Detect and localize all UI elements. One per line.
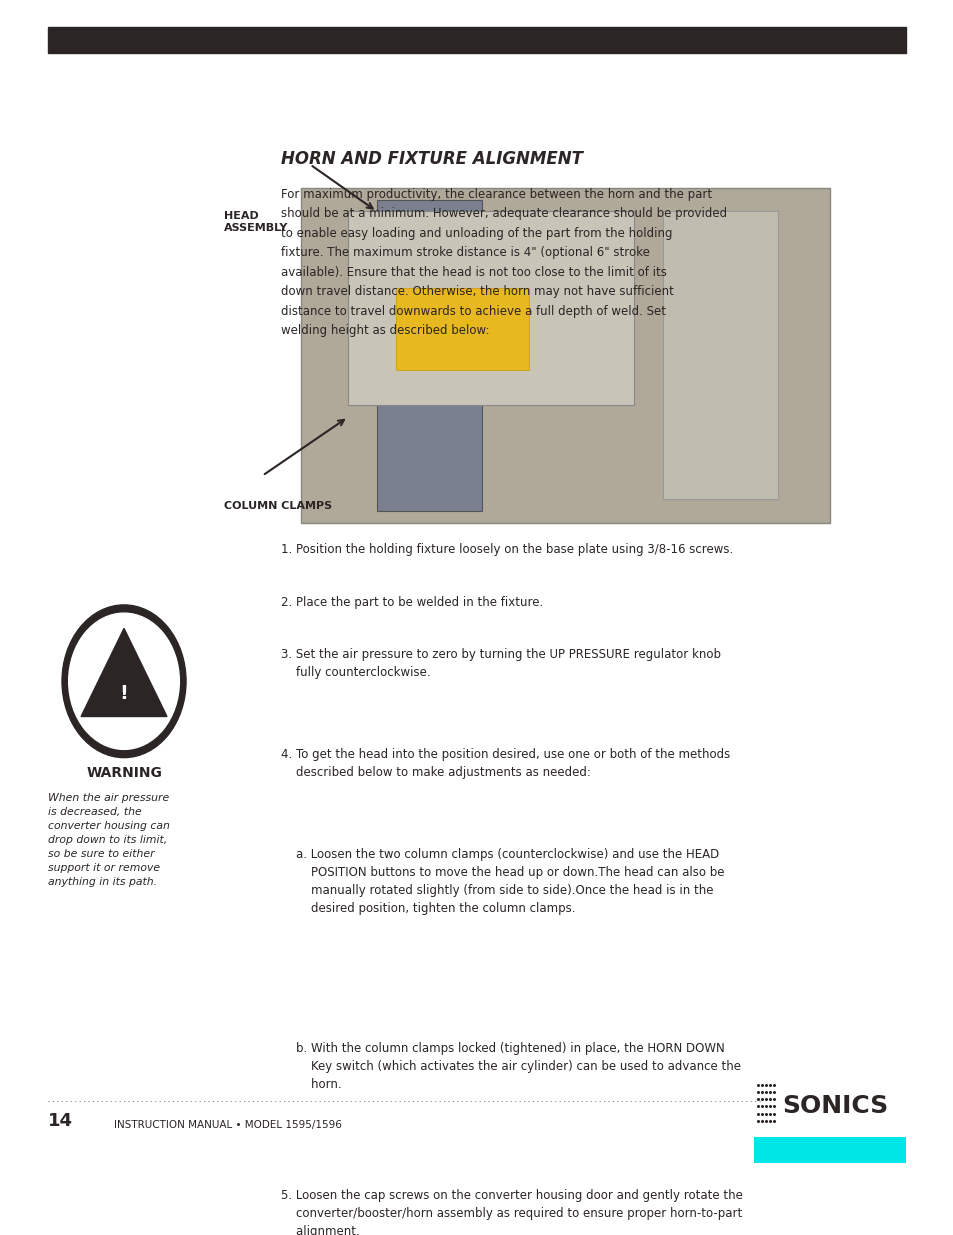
Bar bbox=[300, 188, 829, 522]
Text: 5. Loosen the cap screws on the converter housing door and gently rotate the
   : 5. Loosen the cap screws on the converte… bbox=[281, 1188, 742, 1235]
Bar bbox=[376, 200, 481, 511]
Text: HEAD
ASSEMBLY: HEAD ASSEMBLY bbox=[224, 211, 288, 233]
Text: When the air pressure
is decreased, the
converter housing can
drop down to its l: When the air pressure is decreased, the … bbox=[48, 793, 170, 887]
Bar bbox=[348, 211, 634, 405]
Text: HORN AND FIXTURE ALIGNMENT: HORN AND FIXTURE ALIGNMENT bbox=[281, 151, 583, 168]
Bar bbox=[48, 27, 905, 53]
Text: 2. Place the part to be welded in the fixture.: 2. Place the part to be welded in the fi… bbox=[281, 595, 543, 609]
Text: b. With the column clamps locked (tightened) in place, the HORN DOWN
        Key: b. With the column clamps locked (tighte… bbox=[281, 1042, 740, 1091]
Polygon shape bbox=[81, 629, 167, 716]
Circle shape bbox=[62, 605, 186, 757]
Bar bbox=[753, 1137, 905, 1163]
Text: !: ! bbox=[119, 683, 129, 703]
Bar bbox=[662, 211, 777, 499]
Text: For maximum productivity, the clearance between the horn and the part
should be : For maximum productivity, the clearance … bbox=[281, 188, 727, 337]
Text: 1. Position the holding fixture loosely on the base plate using 3/8-16 screws.: 1. Position the holding fixture loosely … bbox=[281, 542, 733, 556]
Bar bbox=[395, 288, 529, 370]
Text: 4. To get the head into the position desired, use one or both of the methods
   : 4. To get the head into the position des… bbox=[281, 748, 730, 779]
Text: WARNING: WARNING bbox=[86, 766, 162, 779]
Text: 14: 14 bbox=[48, 1112, 72, 1130]
Circle shape bbox=[69, 613, 179, 750]
Text: SONICS: SONICS bbox=[781, 1094, 887, 1118]
Text: 3. Set the air pressure to zero by turning the UP PRESSURE regulator knob
    fu: 3. Set the air pressure to zero by turni… bbox=[281, 648, 720, 679]
Text: COLUMN CLAMPS: COLUMN CLAMPS bbox=[224, 501, 332, 511]
Text: INSTRUCTION MANUAL • MODEL 1595/1596: INSTRUCTION MANUAL • MODEL 1595/1596 bbox=[114, 1120, 342, 1130]
Text: a. Loosen the two column clamps (counterclockwise) and use the HEAD
        POSI: a. Loosen the two column clamps (counter… bbox=[281, 848, 724, 915]
